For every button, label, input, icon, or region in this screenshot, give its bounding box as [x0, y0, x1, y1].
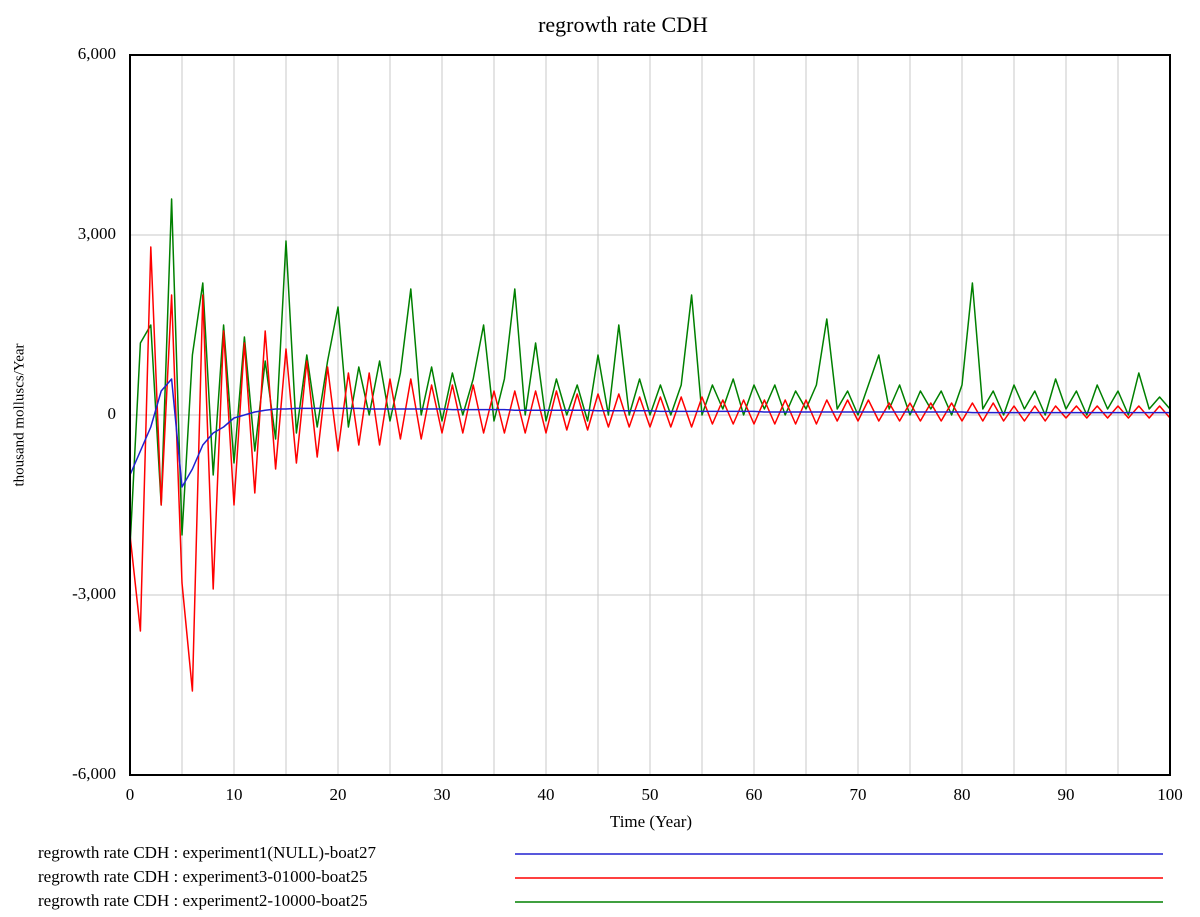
x-tick-label: 10	[226, 785, 243, 804]
y-tick-label: -3,000	[72, 584, 116, 603]
legend-label: regrowth rate CDH : experiment2-10000-bo…	[38, 891, 368, 910]
series-line	[129, 198, 1171, 548]
x-tick-label: 40	[538, 785, 555, 804]
plot-frame	[129, 54, 1171, 776]
x-tick-label: 100	[1157, 785, 1183, 804]
legend-label: regrowth rate CDH : experiment3-01000-bo…	[38, 867, 368, 886]
legend-label: regrowth rate CDH : experiment1(NULL)-bo…	[38, 843, 376, 862]
x-tick-label: 30	[434, 785, 451, 804]
x-tick-label: 80	[954, 785, 971, 804]
y-tick-label: 0	[108, 404, 117, 423]
x-tick-label: 60	[746, 785, 763, 804]
x-tick-label: 20	[330, 785, 347, 804]
series-line	[129, 246, 1171, 692]
x-tick-label: 50	[642, 785, 659, 804]
x-tick-label: 70	[850, 785, 867, 804]
y-axis-label: thousand molluscs/Year	[11, 343, 27, 486]
x-axis-label: Time (Year)	[610, 812, 692, 831]
x-tick-label: 0	[126, 785, 135, 804]
chart-title: regrowth rate CDH	[538, 12, 708, 37]
y-tick-label: 6,000	[78, 44, 116, 63]
x-tick-label: 90	[1058, 785, 1075, 804]
y-tick-label: -6,000	[72, 764, 116, 783]
y-tick-label: 3,000	[78, 224, 116, 243]
series-line	[129, 378, 1170, 488]
